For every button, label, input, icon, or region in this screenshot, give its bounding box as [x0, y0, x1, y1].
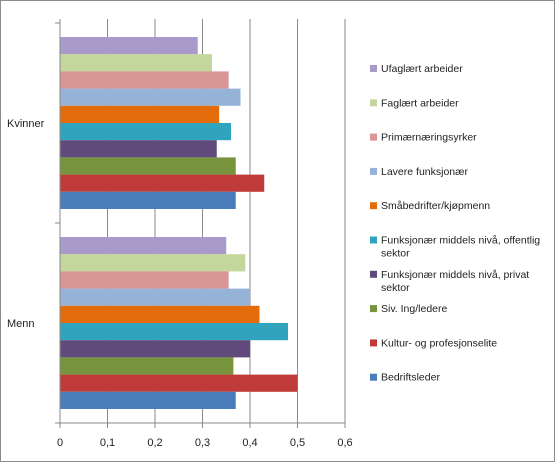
- x-tick-label: 0: [57, 437, 63, 449]
- legend-label: Siv. Ing/ledere: [381, 303, 448, 315]
- legend-swatch: [370, 133, 377, 141]
- legend: Ufaglært arbeider Faglært arbeider Primærn…: [370, 63, 540, 384]
- legend-swatch: [370, 202, 377, 210]
- x-tick-label: 0,2: [147, 437, 162, 449]
- legend-swatch: [370, 236, 377, 244]
- legend-label: Ufaglært arbeider: [381, 63, 463, 75]
- legend-label: Bedriftsleder: [381, 372, 440, 384]
- bar: [60, 191, 236, 209]
- legend-label: Funksjonær middels nivå, privat sektor: [381, 269, 529, 294]
- legend-label: Lavere funksjonær: [381, 166, 468, 178]
- bar: [60, 323, 288, 341]
- bar: [60, 105, 220, 123]
- y-category-label: Kvinner: [7, 118, 45, 130]
- legend-label: Primærnæringsyrker: [381, 132, 477, 144]
- legend-label: Funksjonær middels nivå, offentlig sektor: [381, 235, 540, 260]
- x-tick-label: 0,1: [100, 437, 115, 449]
- bar: [60, 340, 250, 358]
- legend-swatch: [370, 99, 377, 107]
- bar: [60, 140, 217, 158]
- legend-label: Småbedrifter/kjøpmenn: [381, 200, 490, 212]
- bar: [60, 288, 250, 306]
- legend-swatch: [370, 65, 377, 72]
- bar: [60, 54, 212, 72]
- legend-swatch: [370, 305, 377, 313]
- bar: [60, 157, 236, 175]
- bar: [60, 374, 298, 392]
- bar: [60, 237, 227, 255]
- bar: [60, 174, 265, 192]
- bar: [60, 305, 260, 323]
- y-category-label: Menn: [7, 318, 35, 330]
- legend-swatch: [370, 270, 377, 278]
- bar: [60, 271, 229, 289]
- axes: 0 0,1 0,2 0,3 0,4 0,5 0,6 Kvinner Menn: [7, 19, 353, 449]
- bar: [60, 254, 246, 272]
- legend-label: Kultur- og profesjonselite: [381, 337, 497, 349]
- bar: [60, 123, 231, 141]
- bars: [60, 37, 298, 409]
- bar: [60, 88, 241, 106]
- bar: [60, 37, 198, 55]
- bar: [60, 71, 229, 89]
- bar: [60, 391, 236, 409]
- legend-swatch: [370, 339, 377, 347]
- legend-label: Faglært arbeider: [381, 97, 459, 109]
- bar: [60, 357, 234, 375]
- legend-swatch: [370, 167, 377, 175]
- x-tick-label: 0,5: [290, 437, 305, 449]
- x-tick-label: 0,3: [195, 437, 210, 449]
- x-tick-label: 0,6: [337, 437, 352, 449]
- x-tick-label: 0,4: [242, 437, 257, 449]
- legend-swatch: [370, 373, 377, 381]
